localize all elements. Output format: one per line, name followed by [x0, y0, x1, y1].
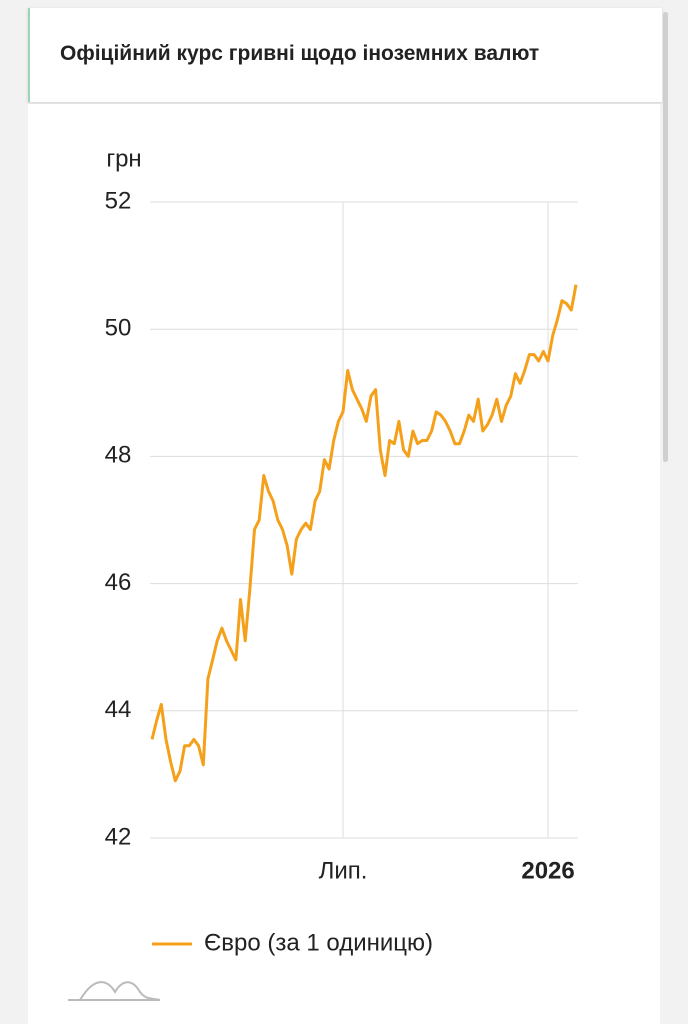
y-tick-label: 44	[105, 696, 132, 723]
y-tick-label: 42	[105, 823, 132, 850]
y-tick-label: 46	[105, 569, 132, 596]
y-tick-label: 50	[105, 315, 132, 342]
x-tick-label: Лип.	[319, 857, 368, 884]
y-axis-unit: грн	[106, 145, 141, 172]
legend-label: Євро (за 1 одиницю)	[204, 929, 433, 956]
page-title: Офіційний курс гривні щодо іноземних вал…	[60, 42, 540, 65]
x-tick-label: 2026	[521, 857, 574, 884]
data-line	[150, 284, 578, 783]
logo	[68, 981, 161, 1001]
header-card: Офіційний курс гривні щодо іноземних вал…	[28, 8, 662, 102]
chart-card	[28, 104, 660, 1024]
y-tick-label: 52	[105, 187, 132, 214]
y-tick-label: 48	[105, 442, 132, 469]
scrollbar[interactable]	[663, 12, 668, 462]
